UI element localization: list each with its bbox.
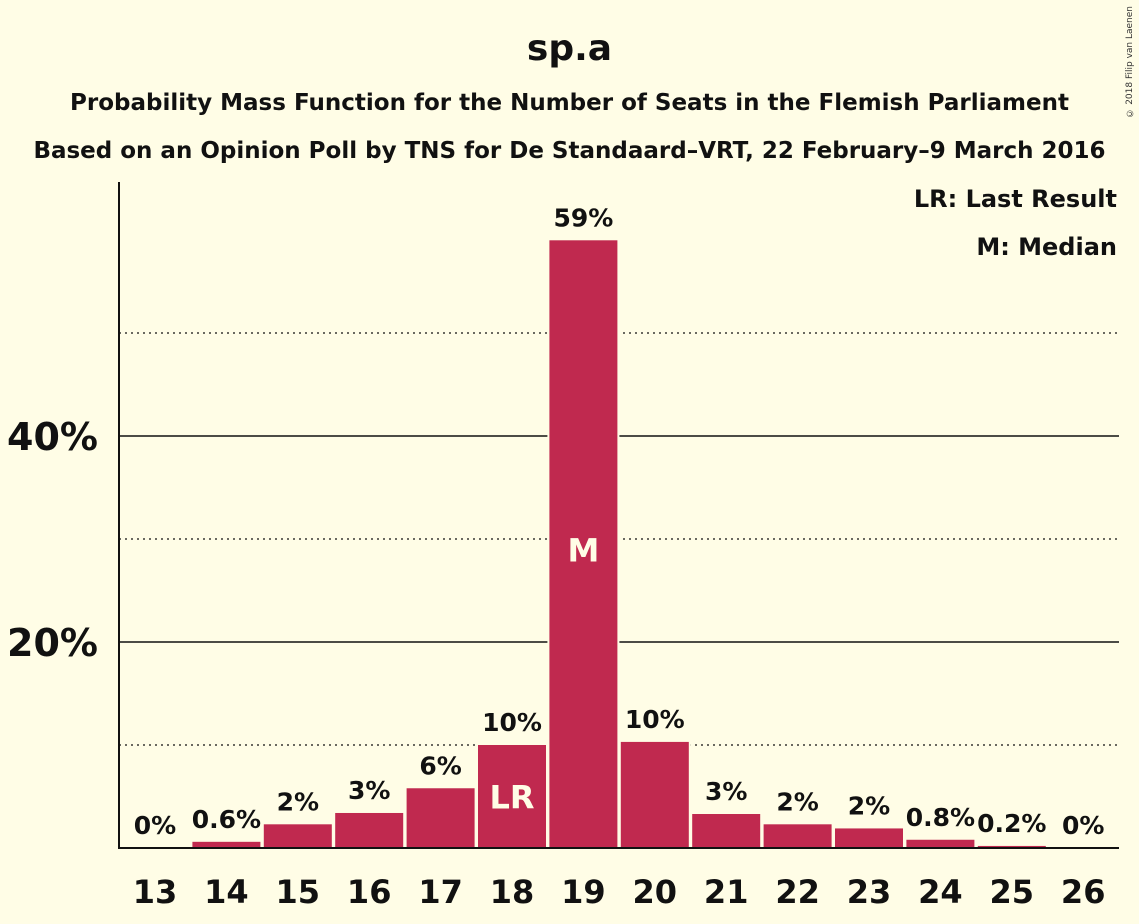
bar-value-label: 6% — [419, 751, 461, 780]
bar — [478, 745, 546, 848]
x-tick-label: 16 — [347, 873, 392, 911]
bar — [549, 240, 618, 849]
y-tick-label: 20% — [7, 621, 98, 665]
bar — [620, 741, 689, 848]
x-tick-label: 19 — [561, 873, 606, 911]
bar — [192, 841, 261, 848]
legend-median: M: Median — [976, 233, 1117, 261]
x-tick-label: 13 — [133, 873, 178, 911]
bar — [335, 812, 404, 848]
y-tick-label: 40% — [7, 415, 98, 459]
chart-subtitle: Probability Mass Function for the Number… — [70, 90, 1069, 116]
x-tick-label: 20 — [633, 873, 678, 911]
x-tick-label: 17 — [418, 873, 463, 911]
bar-value-label: 0.2% — [977, 809, 1046, 838]
bar-value-label: 2% — [848, 791, 890, 820]
x-tick-label: 18 — [490, 873, 535, 911]
bar-value-label: 10% — [482, 708, 542, 737]
bar — [906, 839, 975, 848]
bar-value-label: 0.8% — [906, 803, 975, 832]
x-tick-label: 23 — [847, 873, 892, 911]
bar — [692, 814, 761, 848]
bar-marker-label: LR — [489, 779, 534, 817]
bar — [977, 845, 1046, 848]
bar-value-label: 2% — [277, 787, 319, 816]
x-tick-label: 24 — [918, 873, 963, 911]
x-tick-label: 14 — [204, 873, 249, 911]
x-tick-label: 21 — [704, 873, 749, 911]
legend-last-result: LR: Last Result — [913, 185, 1117, 213]
bar-value-label: 10% — [625, 705, 685, 734]
bar-value-label: 59% — [553, 203, 613, 232]
bar-value-label: 0% — [1062, 811, 1104, 840]
bar-marker-label: M — [567, 531, 599, 569]
bar — [406, 788, 475, 848]
x-tick-label: 15 — [276, 873, 321, 911]
bar — [263, 824, 332, 848]
x-tick-label: 26 — [1061, 873, 1106, 911]
chart-title: sp.a — [526, 28, 613, 69]
chart-subtitle-source: Based on an Opinion Poll by TNS for De S… — [33, 138, 1106, 164]
bar-value-label: 3% — [705, 777, 747, 806]
bar — [763, 824, 832, 848]
bar-value-label: 3% — [348, 776, 390, 805]
bar — [835, 828, 903, 848]
bar-value-label: 0.6% — [192, 805, 261, 834]
x-tick-label: 25 — [990, 873, 1035, 911]
bar-value-label: 0% — [134, 811, 176, 840]
x-tick-label: 22 — [775, 873, 820, 911]
bar-value-label: 2% — [776, 787, 818, 816]
